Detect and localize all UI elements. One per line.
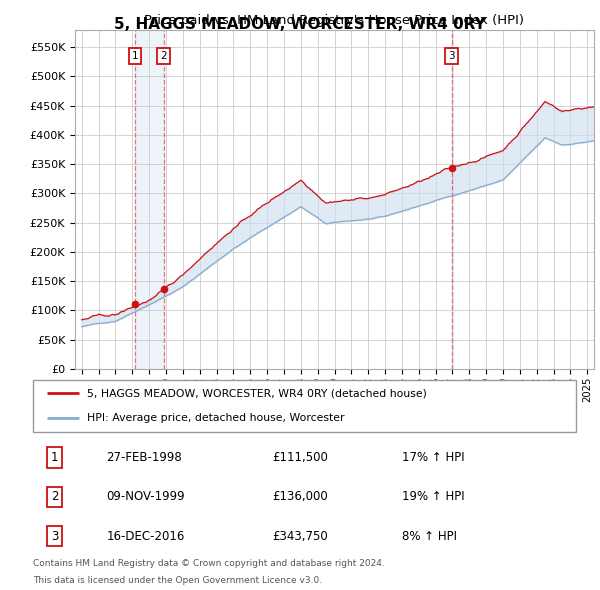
Text: Contains HM Land Registry data © Crown copyright and database right 2024.: Contains HM Land Registry data © Crown c… [33, 559, 385, 568]
Text: 1: 1 [131, 51, 139, 61]
Text: £111,500: £111,500 [272, 451, 328, 464]
Text: 09-NOV-1999: 09-NOV-1999 [106, 490, 185, 503]
Title: Price paid vs. HM Land Registry's House Price Index (HPI): Price paid vs. HM Land Registry's House … [145, 14, 524, 27]
Bar [452, 30, 453, 369]
Text: 2: 2 [160, 51, 167, 61]
Text: HPI: Average price, detached house, Worcester: HPI: Average price, detached house, Worc… [88, 414, 345, 424]
Text: 3: 3 [51, 530, 58, 543]
Text: 16-DEC-2016: 16-DEC-2016 [106, 530, 185, 543]
Text: 1: 1 [51, 451, 58, 464]
Text: 3: 3 [448, 51, 455, 61]
Text: 19% ↑ HPI: 19% ↑ HPI [402, 490, 465, 503]
Text: 27-FEB-1998: 27-FEB-1998 [106, 451, 182, 464]
Text: 8% ↑ HPI: 8% ↑ HPI [402, 530, 457, 543]
Text: 2: 2 [51, 490, 58, 503]
Text: 5, HAGGS MEADOW, WORCESTER, WR4 0RY (detached house): 5, HAGGS MEADOW, WORCESTER, WR4 0RY (det… [88, 388, 427, 398]
Text: 17% ↑ HPI: 17% ↑ HPI [402, 451, 465, 464]
Bar [135, 30, 164, 369]
Text: 5, HAGGS MEADOW, WORCESTER, WR4 0RY: 5, HAGGS MEADOW, WORCESTER, WR4 0RY [114, 17, 486, 31]
Text: £343,750: £343,750 [272, 530, 328, 543]
Text: £136,000: £136,000 [272, 490, 328, 503]
Text: This data is licensed under the Open Government Licence v3.0.: This data is licensed under the Open Gov… [33, 576, 322, 585]
